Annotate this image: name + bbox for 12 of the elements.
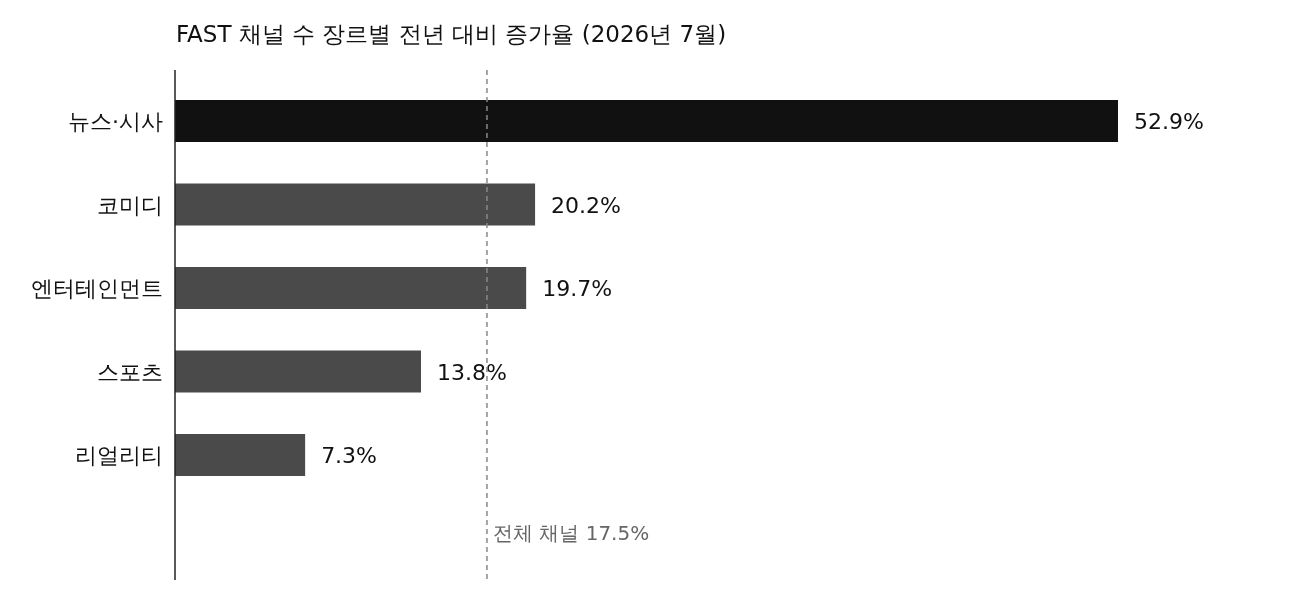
data-label: 13.8% (437, 359, 507, 385)
ref-line-label: 전체 채널 17.5% (492, 521, 650, 545)
data-label: 19.7% (542, 276, 613, 301)
chart-title: FAST 채널 수 장르별 전년 대비 증가율 (2026년 7월) (176, 21, 727, 47)
y-tick-label: 스포츠 (97, 359, 163, 385)
y-tick-label: 리얼리티 (75, 443, 163, 468)
data-label: 52.9% (1133, 109, 1204, 134)
y-tick-label: 뉴스·시사 (68, 109, 163, 134)
y-tick-label: 엔터테인먼트 (31, 276, 163, 301)
data-label: 7.3% (321, 443, 378, 468)
y-tick-label: 코미디 (97, 192, 163, 218)
data-label: 20.2% (551, 192, 621, 218)
